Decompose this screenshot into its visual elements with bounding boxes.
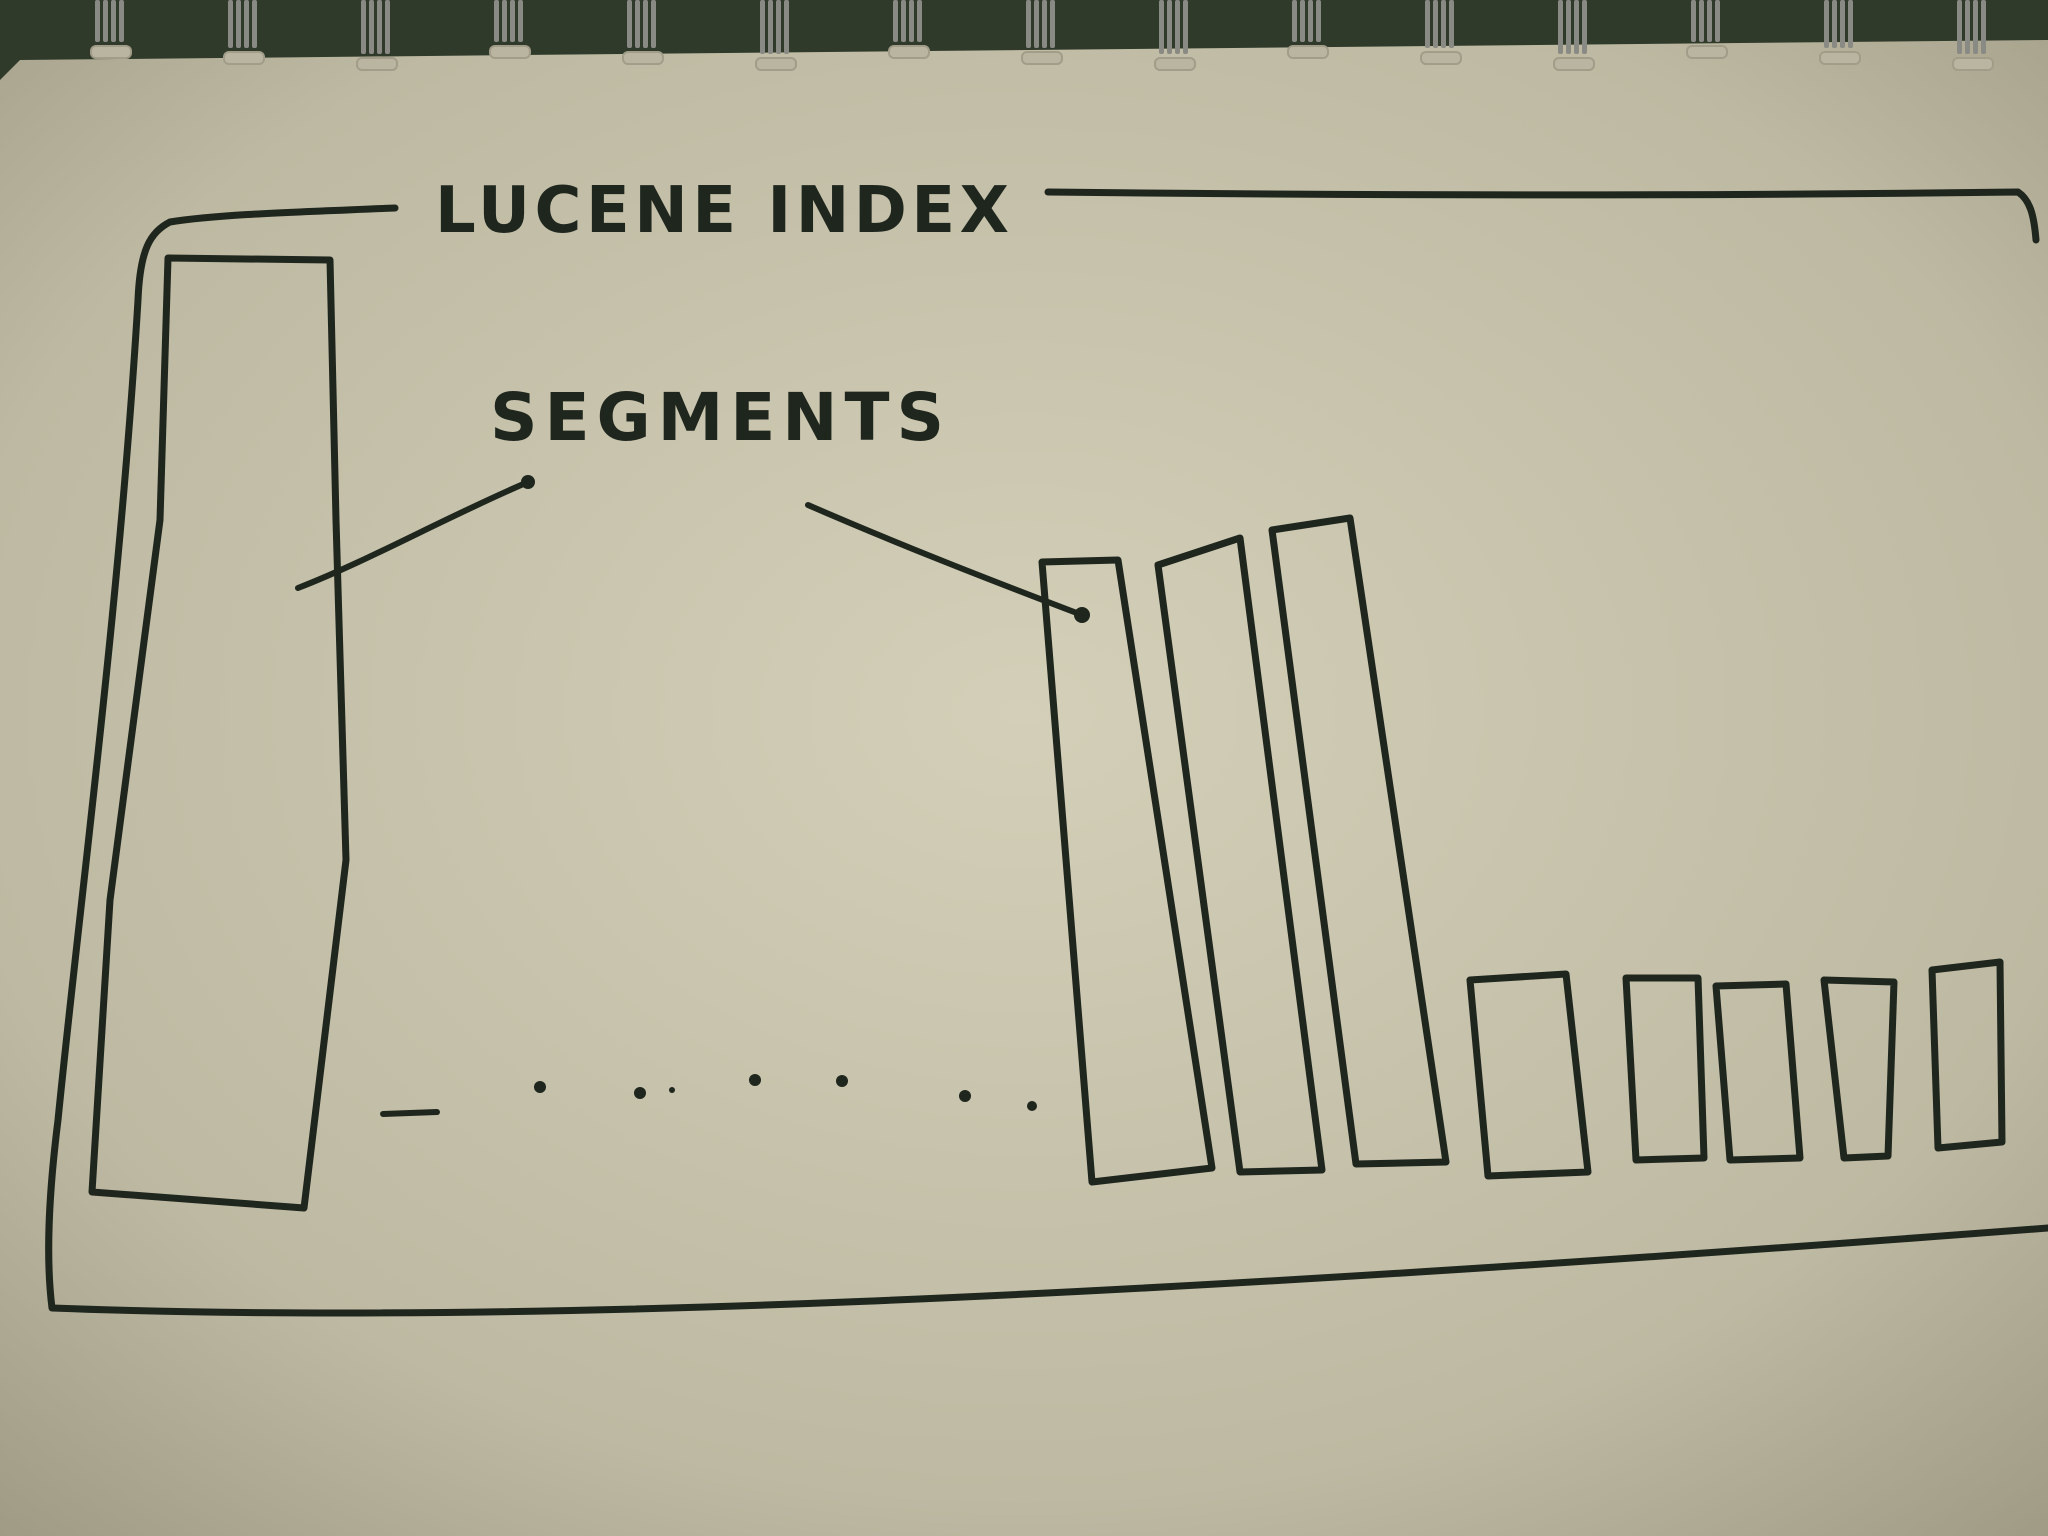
- spiral-ring: [755, 0, 797, 71]
- spiral-ring: [1553, 0, 1595, 71]
- segments-label: SEGMENTS: [490, 379, 950, 456]
- spiral-ring: [622, 0, 664, 65]
- small-segment-3: [1712, 980, 1804, 1164]
- pointer-dot-right: [1074, 607, 1090, 623]
- medium-segment-3: [1268, 514, 1450, 1168]
- pointer-line-left: [295, 479, 531, 591]
- spiral-binding: [90, 0, 1994, 71]
- spiral-ring: [356, 0, 398, 71]
- spiral-ring: [1952, 0, 1994, 71]
- pointer-line-right: [805, 502, 1085, 618]
- spiral-ring: [90, 0, 132, 59]
- small-segment-5: [1928, 958, 2006, 1152]
- index-title: LUCENE INDEX: [435, 174, 1015, 248]
- small-segment-2: [1622, 974, 1708, 1164]
- large-segment: [88, 254, 350, 1212]
- pointer-dot-left: [521, 475, 535, 489]
- spiral-ring: [1819, 0, 1861, 65]
- spiral-ring: [1686, 0, 1728, 59]
- spiral-ring: [1021, 0, 1063, 65]
- notebook-page: [0, 40, 2048, 1536]
- spiral-ring: [1154, 0, 1196, 71]
- spiral-ring: [223, 0, 265, 65]
- ellipsis-dots: [380, 1074, 1037, 1117]
- small-segment-4: [1820, 976, 1898, 1162]
- spiral-ring: [888, 0, 930, 59]
- small-segment-1: [1466, 970, 1592, 1180]
- index-outline-top-right: [1044, 188, 2040, 244]
- medium-segment-2: [1154, 534, 1326, 1176]
- spiral-ring: [489, 0, 531, 59]
- index-outline: [45, 204, 2048, 1317]
- medium-segment-1: [1038, 556, 1216, 1186]
- spiral-ring: [1287, 0, 1329, 59]
- spiral-ring: [1420, 0, 1462, 65]
